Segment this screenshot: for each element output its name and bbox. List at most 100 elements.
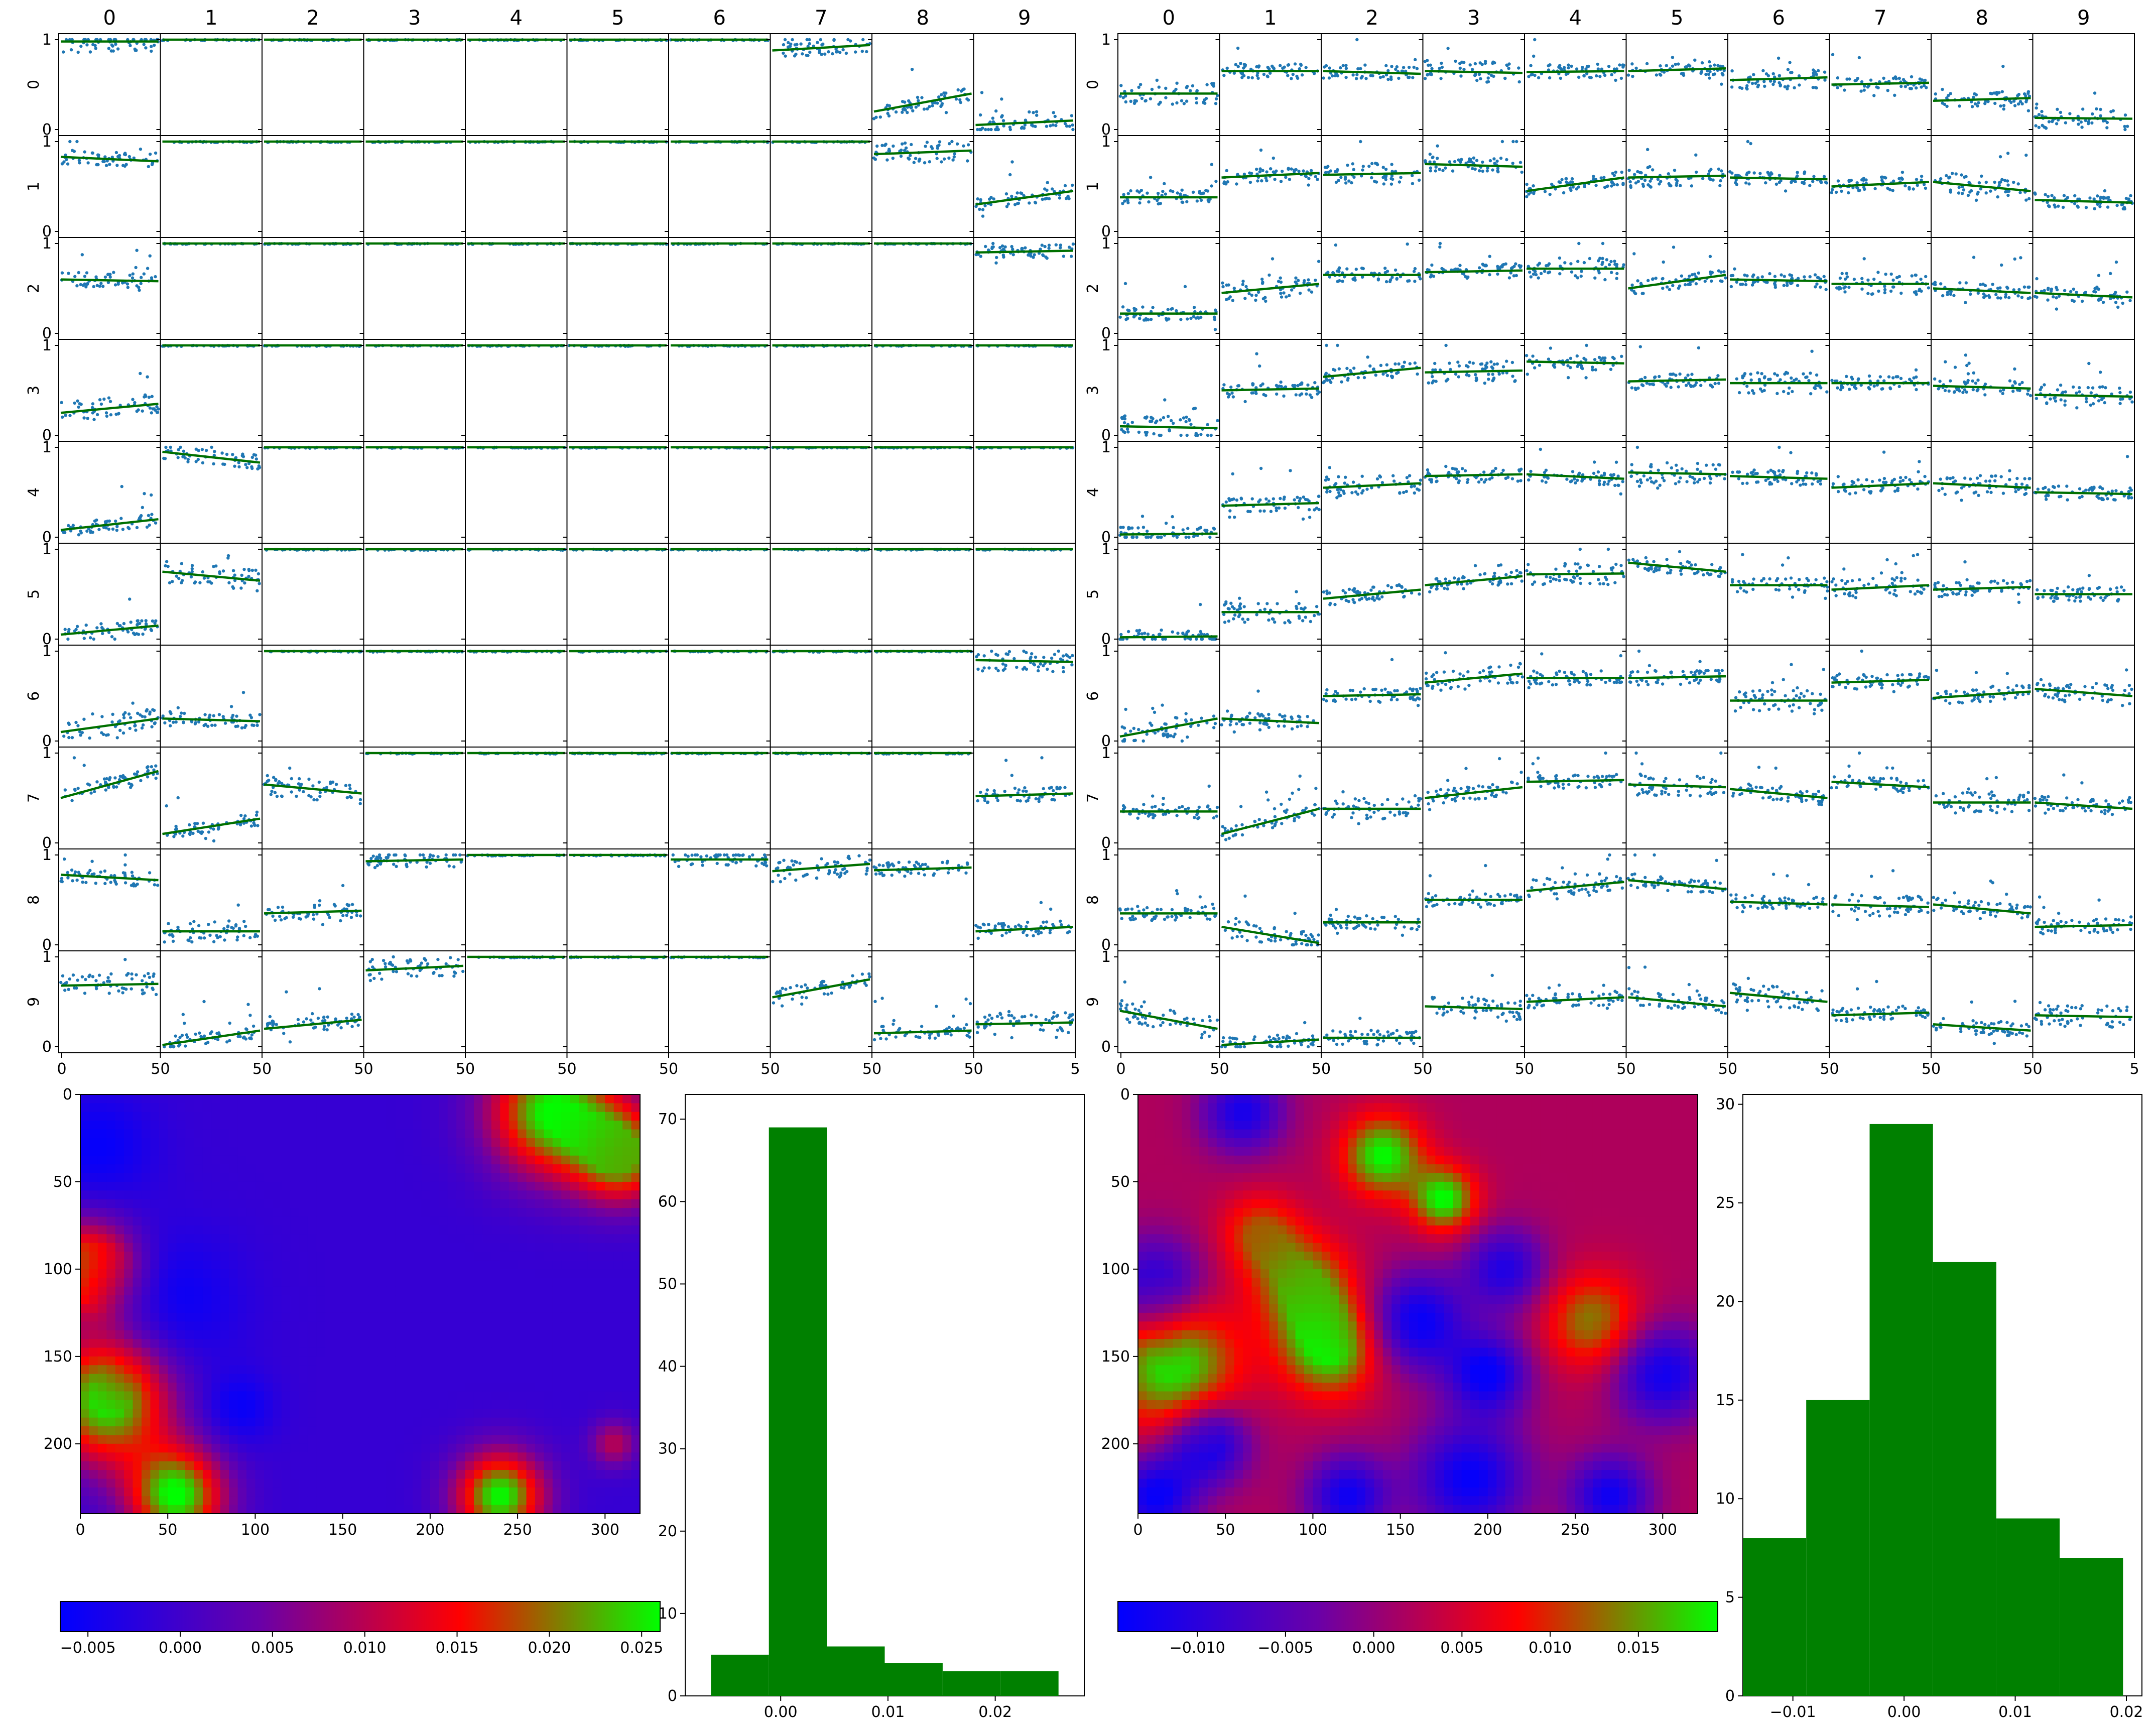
- data-point: [382, 959, 386, 962]
- data-point: [426, 962, 430, 966]
- data-point: [820, 43, 824, 47]
- data-point: [777, 874, 780, 877]
- data-point: [133, 772, 137, 776]
- data-point: [91, 712, 94, 716]
- data-point: [249, 1037, 253, 1041]
- row-label: 7: [25, 793, 43, 803]
- data-point: [126, 972, 130, 975]
- data-point: [231, 453, 234, 456]
- data-point: [237, 465, 241, 469]
- data-point: [1440, 61, 1443, 65]
- data-point: [210, 723, 214, 727]
- data-point: [1130, 89, 1133, 92]
- y-tick-label: 0: [42, 1038, 52, 1056]
- data-point: [256, 723, 259, 727]
- data-point: [788, 872, 792, 876]
- data-point: [1013, 925, 1018, 929]
- data-point: [312, 913, 315, 917]
- data-point: [812, 44, 816, 48]
- data-point: [405, 863, 408, 866]
- row-label: 3: [25, 386, 43, 395]
- data-point: [1001, 119, 1005, 122]
- data-point: [1044, 1018, 1048, 1022]
- data-point: [128, 155, 131, 159]
- data-point: [392, 863, 396, 866]
- data-point: [1047, 197, 1051, 200]
- data-point: [141, 723, 145, 727]
- data-point: [134, 728, 138, 732]
- data-point: [1584, 67, 1588, 71]
- data-point: [986, 1018, 990, 1022]
- data-point: [1033, 200, 1037, 204]
- data-point: [1359, 67, 1362, 70]
- data-point: [684, 853, 687, 857]
- data-point: [805, 54, 808, 57]
- data-point: [65, 980, 68, 985]
- data-point: [62, 50, 65, 54]
- data-point: [234, 724, 237, 728]
- data-point: [789, 986, 792, 990]
- data-point: [299, 917, 302, 921]
- y-tick-label: 1: [42, 439, 52, 456]
- data-point: [844, 51, 848, 55]
- data-point: [726, 863, 730, 867]
- data-point: [731, 853, 735, 857]
- data-point: [1057, 649, 1060, 653]
- data-point: [976, 197, 979, 201]
- data-point: [179, 445, 182, 449]
- data-point: [1563, 66, 1566, 69]
- data-point: [1050, 656, 1054, 660]
- data-point: [671, 853, 675, 857]
- data-point: [1313, 72, 1316, 75]
- data-point: [201, 461, 205, 465]
- data-point: [111, 712, 114, 716]
- y-tick-label: 1: [42, 948, 52, 966]
- data-point: [1054, 243, 1058, 247]
- data-point: [991, 116, 995, 120]
- data-point: [75, 625, 79, 629]
- data-point: [1407, 65, 1411, 69]
- data-point: [406, 972, 410, 975]
- data-point: [339, 1026, 343, 1030]
- data-point: [1428, 72, 1432, 76]
- data-point: [254, 453, 258, 457]
- data-point: [940, 160, 943, 164]
- data-point: [155, 405, 159, 409]
- data-point: [1300, 73, 1304, 77]
- data-point: [917, 872, 921, 875]
- data-point: [174, 1034, 177, 1038]
- data-point: [827, 869, 831, 873]
- data-point: [247, 574, 250, 578]
- data-point: [82, 637, 86, 640]
- data-point: [62, 734, 66, 738]
- data-point: [1529, 64, 1533, 67]
- data-point: [86, 282, 89, 286]
- data-point: [1195, 89, 1199, 92]
- data-point: [231, 585, 234, 589]
- data-point: [68, 140, 72, 144]
- data-point: [936, 144, 940, 148]
- data-point: [79, 44, 83, 48]
- data-point: [915, 860, 918, 864]
- data-point: [1034, 930, 1038, 933]
- data-point: [1047, 243, 1051, 247]
- data-point: [67, 735, 71, 740]
- data-point: [95, 780, 99, 784]
- data-point: [1064, 1011, 1067, 1015]
- data-point: [128, 726, 132, 730]
- data-point: [1034, 797, 1038, 801]
- data-point: [1138, 83, 1143, 86]
- data-point: [387, 853, 391, 857]
- data-point: [169, 445, 172, 449]
- data-point: [1189, 89, 1192, 92]
- data-point: [947, 142, 951, 146]
- data-point: [88, 50, 92, 54]
- data-point: [352, 1015, 356, 1019]
- column-label: 1: [205, 7, 217, 30]
- data-point: [350, 1025, 354, 1028]
- data-point: [117, 989, 120, 993]
- data-point: [341, 884, 345, 888]
- data-point: [1047, 247, 1051, 250]
- data-point: [964, 871, 968, 875]
- data-point: [344, 784, 348, 787]
